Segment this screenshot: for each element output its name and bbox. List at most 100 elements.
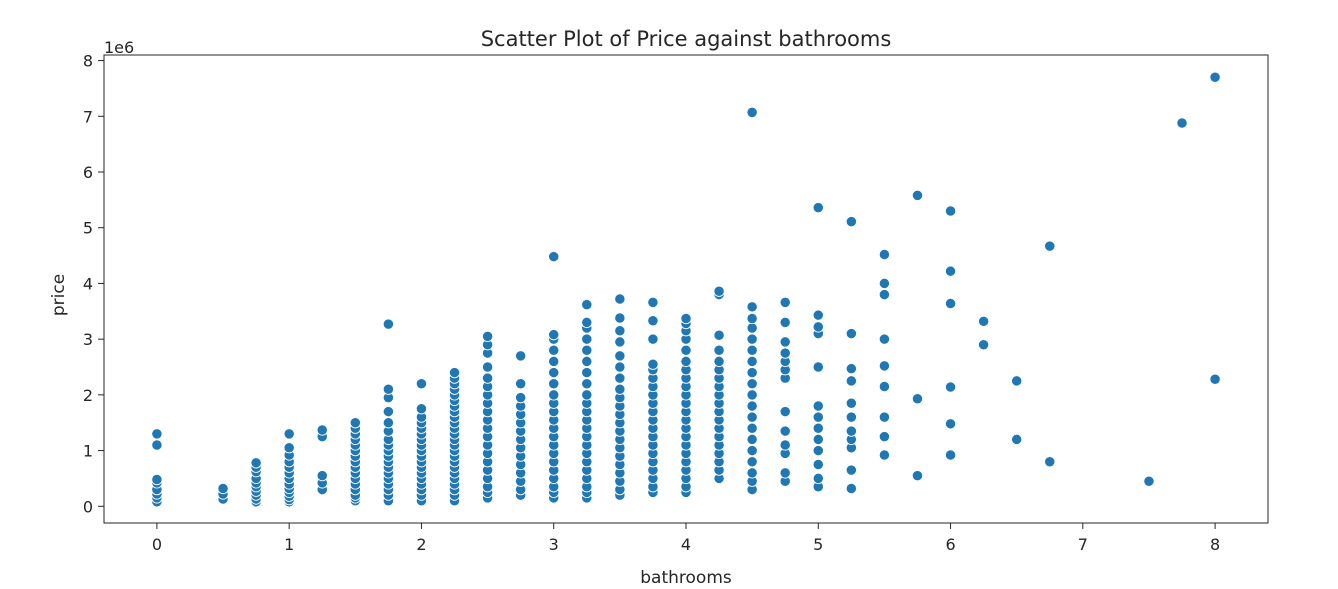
data-point xyxy=(746,422,758,434)
data-point xyxy=(746,411,758,423)
y-axis-label: price xyxy=(49,274,69,316)
y-tick-label: 0 xyxy=(83,497,93,516)
data-point xyxy=(548,366,560,379)
data-point xyxy=(944,418,957,430)
data-point xyxy=(713,285,725,297)
data-point xyxy=(779,405,791,418)
data-point xyxy=(944,381,957,393)
data-point xyxy=(845,327,857,340)
data-points xyxy=(151,71,1221,508)
y-tick-label: 1 xyxy=(83,442,93,461)
data-point xyxy=(746,366,758,379)
data-point xyxy=(779,425,791,437)
data-point xyxy=(614,372,626,384)
y-tick-label: 7 xyxy=(83,107,93,126)
data-point xyxy=(746,344,758,356)
data-point xyxy=(812,321,824,333)
data-point xyxy=(878,380,891,393)
data-point xyxy=(812,202,824,214)
x-axis-label: bathrooms xyxy=(640,568,732,588)
data-point xyxy=(746,389,758,401)
y-tick-label: 8 xyxy=(83,52,93,71)
x-tick-label: 4 xyxy=(681,535,691,554)
data-point xyxy=(283,442,295,454)
data-point xyxy=(1044,456,1056,468)
x-tick-label: 2 xyxy=(416,535,426,554)
data-point xyxy=(713,329,725,341)
y-axis-ticks: 0 1 2 3 4 5 6 7 8 xyxy=(83,52,104,516)
data-point xyxy=(515,350,527,362)
data-point xyxy=(845,464,857,476)
y-tick-label: 2 xyxy=(83,386,93,405)
data-point xyxy=(779,467,791,479)
data-point xyxy=(283,428,295,440)
data-point xyxy=(746,355,758,368)
data-point xyxy=(812,400,824,412)
data-point xyxy=(713,355,725,368)
data-point xyxy=(878,248,891,261)
data-point xyxy=(481,361,494,373)
data-point xyxy=(878,277,891,290)
data-point xyxy=(680,312,692,325)
data-point xyxy=(746,333,758,345)
data-point xyxy=(647,333,659,345)
data-point xyxy=(779,316,791,329)
data-point xyxy=(779,336,791,348)
data-point xyxy=(614,293,626,305)
data-point xyxy=(581,355,593,368)
data-point xyxy=(812,458,824,471)
data-point xyxy=(845,425,857,437)
data-point xyxy=(680,355,692,368)
data-point xyxy=(779,296,791,309)
data-point xyxy=(614,325,626,337)
data-point xyxy=(746,322,758,334)
data-point xyxy=(548,378,560,390)
data-point xyxy=(746,400,758,412)
data-point xyxy=(746,301,758,313)
data-point xyxy=(1011,375,1023,387)
data-point xyxy=(548,344,560,356)
data-point xyxy=(977,339,990,351)
data-point xyxy=(614,361,626,373)
data-point xyxy=(911,469,924,482)
data-point xyxy=(548,329,560,341)
data-point xyxy=(515,391,527,404)
data-point xyxy=(581,389,593,401)
data-point xyxy=(548,251,560,263)
y-offset-label: 1e6 xyxy=(104,38,134,57)
data-point xyxy=(581,316,593,329)
x-tick-label: 0 xyxy=(152,535,162,554)
data-point xyxy=(878,430,891,443)
data-point xyxy=(944,205,957,217)
data-point xyxy=(746,106,758,119)
data-point xyxy=(977,315,990,327)
chart-title: Scatter Plot of Price against bathrooms xyxy=(481,27,892,51)
data-point xyxy=(746,444,758,457)
data-point xyxy=(779,347,791,359)
data-point xyxy=(878,411,891,423)
data-point xyxy=(382,383,395,395)
data-point xyxy=(1143,475,1155,487)
data-point xyxy=(845,215,857,228)
data-point xyxy=(812,309,824,321)
data-point xyxy=(481,372,494,384)
data-point xyxy=(415,403,428,415)
data-point xyxy=(944,297,957,310)
data-point xyxy=(382,318,395,330)
data-point xyxy=(713,344,725,356)
data-point xyxy=(845,363,857,375)
data-point xyxy=(878,288,891,301)
plot-frame xyxy=(103,54,1269,524)
data-point xyxy=(581,366,593,379)
data-point xyxy=(316,424,328,436)
data-point xyxy=(746,378,758,390)
data-point xyxy=(812,422,824,434)
data-point xyxy=(1209,373,1221,385)
data-point xyxy=(614,312,626,324)
data-point xyxy=(515,378,527,390)
data-point xyxy=(581,344,593,356)
data-point xyxy=(845,397,857,409)
data-point xyxy=(548,389,560,401)
data-point xyxy=(151,473,163,486)
y-tick-label: 5 xyxy=(83,219,93,238)
